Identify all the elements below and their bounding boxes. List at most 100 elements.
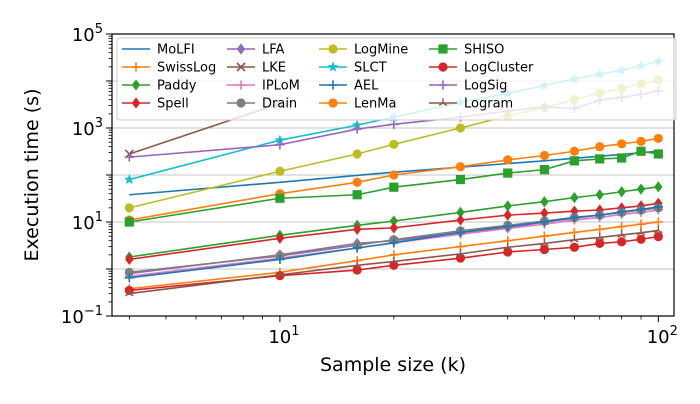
data-point-shiso — [124, 217, 134, 227]
x-tick-label: 102 — [647, 324, 678, 348]
data-point-spell — [503, 209, 512, 221]
data-point-logmine — [455, 123, 466, 133]
legend-marker-drain — [236, 98, 246, 108]
legend-label-swisslog: SwissLog — [157, 61, 216, 76]
y-tick-label: 10−1 — [61, 304, 103, 328]
data-point-ael — [595, 210, 605, 220]
y-axis-title: Execution time (s) — [21, 89, 43, 262]
data-point-logram — [636, 228, 646, 236]
legend-item-paddy: Paddy — [122, 79, 197, 94]
series-logcluster — [124, 231, 663, 296]
data-point-spell — [275, 232, 285, 244]
data-point-spell — [389, 222, 399, 234]
data-point-shiso — [569, 156, 579, 166]
data-point-slct — [123, 173, 135, 185]
data-point-logsig — [275, 140, 285, 150]
data-point-logcluster — [595, 238, 605, 249]
legend-item-iplom: IPLoM — [227, 79, 300, 94]
data-point-logcluster — [636, 234, 646, 244]
data-point-logram — [617, 230, 626, 238]
legend-marker-paddy — [131, 79, 141, 91]
data-point-spell — [125, 253, 134, 266]
data-point-logram — [540, 238, 549, 247]
data-point-swisslog — [617, 221, 627, 232]
legend-label-shiso: SHISO — [464, 43, 504, 58]
data-point-swisslog — [636, 219, 646, 229]
legend-item-spell: Spell — [122, 97, 189, 112]
legend: MoLFI SwissLog Paddy Spell LFA LKE IPLoM Drain L… — [116, 37, 677, 121]
legend-label-logcluster: LogCluster — [464, 61, 534, 76]
data-point-logram — [503, 242, 513, 251]
data-point-logsig — [352, 124, 362, 134]
legend-label-logsig: LogSig — [464, 79, 507, 94]
tick-layer: 10−1 101 103 105 101 102 — [61, 22, 678, 348]
data-point-logsig — [389, 119, 399, 129]
legend-label-ael: AEL — [354, 79, 379, 94]
data-point-logcluster — [617, 237, 627, 247]
data-point-ael — [653, 202, 663, 212]
data-point-lenma — [389, 170, 399, 180]
legend-item-lke: LKE — [227, 61, 286, 76]
legend-marker-swisslog — [131, 62, 141, 72]
data-point-logcluster — [569, 242, 579, 252]
data-point-spell — [456, 214, 465, 226]
legend-item-lfa: LFA — [227, 43, 285, 58]
data-point-shiso — [352, 190, 362, 200]
data-point-slct — [274, 134, 286, 145]
legend-marker-logmine — [328, 44, 338, 54]
x-axis-title: Sample size (k) — [320, 354, 466, 376]
data-point-logsig — [124, 152, 134, 162]
legend-item-drain: Drain — [227, 97, 297, 112]
legend-item-shiso: SHISO — [429, 43, 504, 58]
legend-label-slct: SLCT — [354, 61, 387, 76]
x-tick-label: 101 — [268, 324, 299, 348]
data-point-swisslog — [653, 217, 663, 227]
legend-label-logram: Logram — [464, 97, 513, 112]
series-logram — [124, 225, 663, 297]
legend-item-logsig: LogSig — [429, 79, 507, 94]
data-point-lenma — [352, 177, 362, 187]
legend-item-lenma: LenMa — [319, 97, 396, 112]
data-point-ael — [617, 207, 627, 217]
data-point-paddy — [617, 186, 626, 198]
data-point-drain — [124, 267, 134, 277]
data-point-paddy — [595, 189, 604, 201]
data-point-paddy — [456, 206, 465, 219]
data-point-paddy — [503, 200, 512, 212]
legend-item-logram: Logram — [429, 97, 513, 112]
data-point-lenma — [595, 142, 605, 152]
data-point-shiso — [503, 168, 513, 178]
data-point-shiso — [539, 165, 550, 175]
data-point-shiso — [617, 153, 627, 163]
data-point-shiso — [595, 154, 605, 164]
data-point-swisslog — [595, 224, 605, 234]
data-point-ael — [636, 204, 646, 215]
data-point-ael — [124, 273, 134, 283]
data-point-paddy — [540, 196, 549, 208]
legend-label-lfa: LFA — [262, 43, 285, 58]
data-point-logram — [389, 256, 399, 265]
data-point-lenma — [636, 136, 646, 146]
data-point-lenma — [569, 146, 579, 156]
data-point-paddy — [636, 183, 646, 195]
legend-box — [116, 37, 677, 121]
legend-marker-iplom — [236, 80, 246, 90]
data-point-shiso — [653, 149, 663, 159]
data-point-logmine — [389, 139, 399, 149]
legend-item-ael: AEL — [319, 79, 379, 94]
data-point-ael — [275, 254, 285, 265]
data-point-lenma — [653, 133, 663, 144]
legend-label-spell: Spell — [157, 97, 189, 112]
data-point-lenma — [617, 139, 627, 149]
y-tick-label: 105 — [72, 22, 103, 46]
data-point-logram — [456, 249, 465, 257]
data-point-logram — [654, 225, 663, 234]
data-point-ael — [352, 243, 362, 253]
data-point-shiso — [275, 193, 285, 203]
data-point-logram — [124, 288, 134, 297]
data-point-ael — [569, 212, 579, 223]
data-point-paddy — [654, 181, 663, 193]
data-point-paddy — [389, 215, 399, 227]
